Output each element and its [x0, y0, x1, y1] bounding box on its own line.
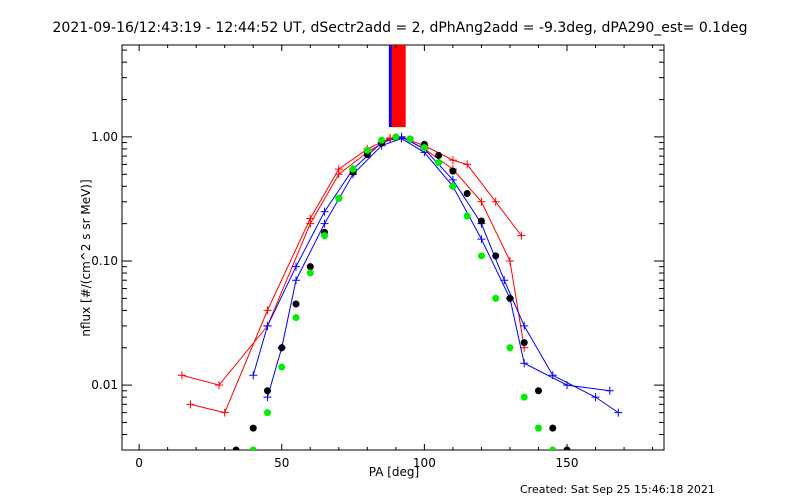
- series-5-dot-2: [249, 424, 257, 432]
- series-4-point-13: [563, 381, 572, 390]
- series-line-2: [190, 136, 522, 414]
- series-6-dot-4: [292, 314, 300, 322]
- series-5-dot-20: [506, 294, 514, 302]
- series-5-dot-17: [463, 189, 471, 197]
- series-6-dot-21: [534, 424, 542, 432]
- series-5-dot-4: [278, 344, 286, 352]
- series-6-dot-15: [449, 182, 457, 190]
- series-4-point-12: [520, 359, 529, 368]
- series-5-dot-23: [549, 424, 557, 432]
- series-6-dot-13: [420, 144, 428, 152]
- series-3-point-3: [292, 262, 301, 271]
- series-5-dot-24: [563, 446, 571, 450]
- series-4-point-14: [605, 386, 614, 395]
- series-4-point-10: [477, 235, 486, 244]
- series-6-dot-14: [435, 159, 443, 167]
- series-6-dot-11: [392, 133, 400, 141]
- series-1-point-11: [477, 197, 486, 206]
- x-axis-title: PA [deg]: [369, 465, 419, 479]
- series-6-dot-5: [306, 269, 314, 277]
- x-tick-label-150: 150: [556, 456, 579, 470]
- series-6-dot-22: [549, 446, 557, 450]
- series-6-dot-9: [363, 146, 371, 154]
- series-2-point-11: [463, 160, 472, 169]
- series-4-point-1: [263, 393, 272, 402]
- series-3-point-15: [614, 408, 623, 417]
- series-6-dot-3: [278, 363, 286, 371]
- y-tick-label-0: 0.01: [91, 378, 118, 392]
- chart-title: 2021-09-16/12:43:19 - 12:44:52 UT, dSect…: [53, 20, 748, 36]
- series-2-point-12: [491, 197, 500, 206]
- series-line-4: [267, 137, 610, 398]
- series-1-point-1: [177, 371, 186, 380]
- series-2-point-5: [334, 165, 343, 174]
- footer-created-timestamp: Created: Sat Sep 25 15:46:18 2021: [520, 483, 715, 496]
- series-5-dot-21: [520, 339, 528, 347]
- series-6-dot-7: [335, 194, 343, 202]
- series-5-dot-16: [449, 167, 457, 175]
- series-3-point-12: [520, 321, 529, 330]
- series-5-dot-22: [534, 387, 542, 395]
- series-6-dot-20: [520, 393, 528, 401]
- series-2-point-4: [306, 214, 315, 223]
- x-tick-label-100: 100: [413, 456, 436, 470]
- y-tick-label-2: 1.00: [91, 130, 118, 144]
- series-6-dot-8: [349, 165, 357, 173]
- series-5-dot-15: [435, 151, 443, 159]
- series-3-point-2: [263, 321, 272, 330]
- series-5-dot-6: [306, 263, 314, 271]
- series-6-dot-19: [506, 344, 514, 352]
- series-2-point-2: [220, 408, 229, 417]
- x-tick-label-50: 50: [274, 456, 289, 470]
- series-6-dot-2: [263, 409, 271, 417]
- series-6-dot-10: [378, 136, 386, 144]
- plot-area: 0 50 100 150 0.01 0.10 1.00: [91, 44, 665, 470]
- series-3-point-1: [249, 371, 258, 380]
- series-4-point-3: [292, 276, 301, 285]
- series-5-dot-1: [232, 446, 240, 450]
- series-2-point-3: [263, 306, 272, 315]
- series-6-dot-18: [492, 294, 500, 302]
- series-1-point-12: [505, 256, 514, 265]
- series-5-dot-18: [477, 217, 485, 225]
- x-tick-label-0: 0: [135, 456, 143, 470]
- series-2-point-13: [517, 231, 526, 240]
- vertical-bar-2: [391, 45, 406, 128]
- series-1-point-2: [214, 381, 223, 390]
- series-3-point-14: [591, 393, 600, 402]
- series-2-point-1: [186, 400, 195, 409]
- series-5-dot-3: [263, 387, 271, 395]
- series-6-dot-1: [249, 446, 257, 450]
- series-4-point-4: [320, 219, 329, 228]
- series-6-dot-12: [406, 135, 414, 143]
- series-2-point-10: [448, 156, 457, 165]
- series-5-dot-19: [492, 252, 500, 260]
- series-6-dot-16: [463, 212, 471, 220]
- series-6-dot-17: [477, 252, 485, 260]
- series-6-dot-6: [321, 232, 329, 240]
- y-axis-title: nflux [#/(cm^2 s sr MeV)]: [79, 179, 93, 336]
- series-3-point-4: [320, 207, 329, 216]
- y-tick-label-1: 0.10: [91, 254, 118, 268]
- series-5-dot-5: [292, 300, 300, 308]
